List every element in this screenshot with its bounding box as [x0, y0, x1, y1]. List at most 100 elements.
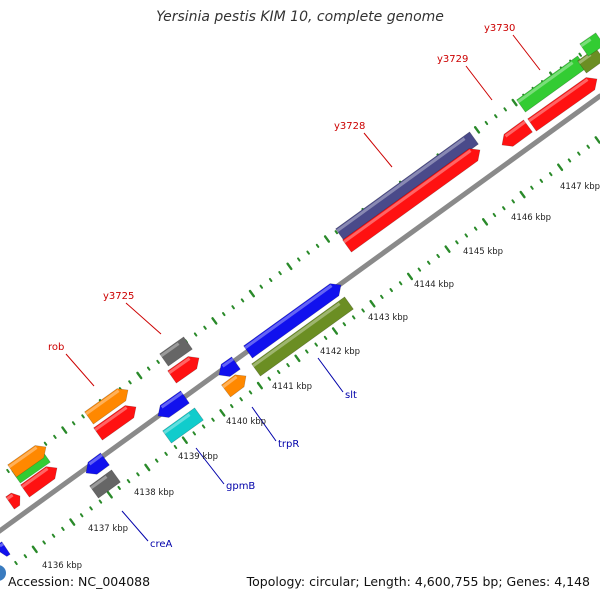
lower-track-tick — [229, 404, 234, 409]
upper-track-tick — [128, 380, 132, 385]
lower-track-tick — [181, 436, 188, 444]
gene-red-y3730[interactable] — [527, 73, 600, 132]
gene-creA-body[interactable] — [89, 469, 121, 499]
lower-track-tick — [31, 545, 38, 554]
lower-track-tick — [192, 431, 197, 436]
lower-track-tick — [577, 151, 581, 156]
lower-track-tick — [406, 272, 414, 281]
gene-red-y3725-body[interactable] — [167, 352, 204, 384]
gene-rob[interactable] — [84, 384, 133, 425]
gene-label-y3730[interactable]: y3730 — [484, 23, 515, 34]
gene-red-b[interactable] — [20, 462, 62, 498]
gene-y3728-highlight — [336, 137, 466, 233]
gene-trpR-body[interactable] — [221, 370, 251, 398]
gene-blue-slt-body[interactable] — [243, 279, 346, 359]
gene-slt[interactable] — [251, 296, 354, 377]
gene-blue-gpmb-body[interactable] — [154, 390, 190, 422]
upper-track-tick — [306, 250, 310, 255]
gene-red-y3728[interactable] — [342, 144, 485, 253]
map-title: Yersinia pestis KIM 10, complete genome — [156, 9, 444, 25]
gene-blue-trpr[interactable] — [215, 356, 241, 381]
gene-red-rob-body[interactable] — [93, 401, 141, 441]
gene-red-y3730-body[interactable] — [527, 73, 600, 132]
callout-y3725 — [125, 302, 162, 335]
upper-track-tick — [156, 359, 160, 364]
gene-gpmB-body[interactable] — [162, 407, 204, 444]
gene-red-a[interactable] — [5, 490, 25, 510]
gene-green-end-body[interactable] — [579, 32, 600, 57]
gene-blue-crea[interactable] — [82, 452, 110, 479]
lower-track-tick — [323, 335, 328, 340]
gene-red-y3725-highlight — [168, 357, 191, 375]
gene-y3728-body[interactable] — [335, 131, 479, 242]
callout-trpR — [251, 406, 277, 442]
gene-blue-trpr-body[interactable] — [215, 356, 241, 381]
gene-y3729-body[interactable] — [498, 119, 533, 151]
gene-y3728[interactable] — [335, 131, 479, 242]
callout-y3728 — [363, 132, 393, 168]
upper-track-tick — [6, 468, 10, 474]
upper-track-tick — [211, 317, 218, 325]
lower-track-tick — [492, 212, 497, 218]
upper-track-tick — [193, 332, 198, 337]
gene-blue-crea-body[interactable] — [82, 452, 110, 479]
gene-y3725[interactable] — [159, 336, 193, 367]
upper-track-tick — [53, 434, 57, 439]
lower-track-tick — [267, 376, 272, 381]
gene-blue-small-body[interactable] — [0, 541, 11, 558]
gene-label-creA[interactable]: creA — [150, 539, 173, 550]
lower-track-tick — [417, 267, 422, 272]
gene-blue-gpmb[interactable] — [154, 390, 190, 422]
lower-track-tick — [557, 163, 564, 172]
gene-red-b-body[interactable] — [20, 462, 62, 498]
lower-track-tick — [164, 451, 168, 456]
gene-label-y3729[interactable]: y3729 — [437, 54, 468, 65]
gene-orange-a[interactable] — [7, 441, 51, 478]
gene-gpmB[interactable] — [162, 407, 204, 444]
callout-y3729 — [465, 65, 493, 101]
gene-creA[interactable] — [89, 469, 121, 499]
upper-track-tick — [81, 414, 85, 419]
gene-slt-body[interactable] — [251, 296, 354, 377]
gene-label-rob[interactable]: rob — [48, 342, 64, 353]
gene-red-rob[interactable] — [93, 401, 141, 441]
gene-red-y3725[interactable] — [167, 352, 204, 384]
lower-track-tick — [144, 463, 151, 472]
lower-track-tick — [126, 479, 131, 484]
gene-green-end[interactable] — [579, 32, 600, 57]
lower-track-tick — [154, 458, 159, 463]
gene-slt-highlight — [252, 302, 341, 368]
upper-track-tick — [323, 235, 331, 243]
lower-track-tick — [219, 409, 226, 417]
upper-track-tick — [71, 421, 76, 426]
lower-track-tick — [69, 518, 76, 526]
gene-label-gpmB[interactable]: gpmB — [226, 481, 255, 492]
gene-label-y3728[interactable]: y3728 — [334, 121, 365, 132]
gene-blue-slt[interactable] — [243, 279, 346, 359]
accession-text: Accession: NC_004088 — [8, 574, 151, 589]
gene-y3725-body[interactable] — [159, 336, 193, 367]
upper-track-tick — [578, 52, 583, 57]
gene-label-trpR[interactable]: trpR — [278, 439, 299, 450]
lower-track-tick — [42, 540, 46, 545]
gene-red-y3728-body[interactable] — [342, 144, 485, 253]
gene-orange-a-body[interactable] — [7, 441, 51, 478]
gene-label-y3725[interactable]: y3725 — [103, 291, 134, 302]
gene-red-a-body[interactable] — [5, 490, 25, 510]
gene-label-slt[interactable]: slt — [345, 390, 357, 401]
kbp-label: 4141 kbp — [272, 382, 312, 392]
lower-track-tick — [380, 294, 384, 299]
gene-trpR[interactable] — [221, 370, 251, 398]
upper-track-tick — [203, 325, 207, 330]
lower-track-tick — [211, 417, 215, 422]
lower-track-tick — [305, 349, 309, 354]
gene-rob-body[interactable] — [84, 384, 133, 425]
gene-y3729[interactable] — [498, 119, 533, 151]
lower-track-tick — [89, 506, 93, 511]
gene-blue-small[interactable] — [0, 541, 11, 558]
upper-track-tick — [484, 120, 489, 126]
upper-track-tick — [494, 114, 498, 119]
gene-rob-highlight — [85, 389, 120, 416]
kbp-label: 4140 kbp — [226, 417, 266, 427]
